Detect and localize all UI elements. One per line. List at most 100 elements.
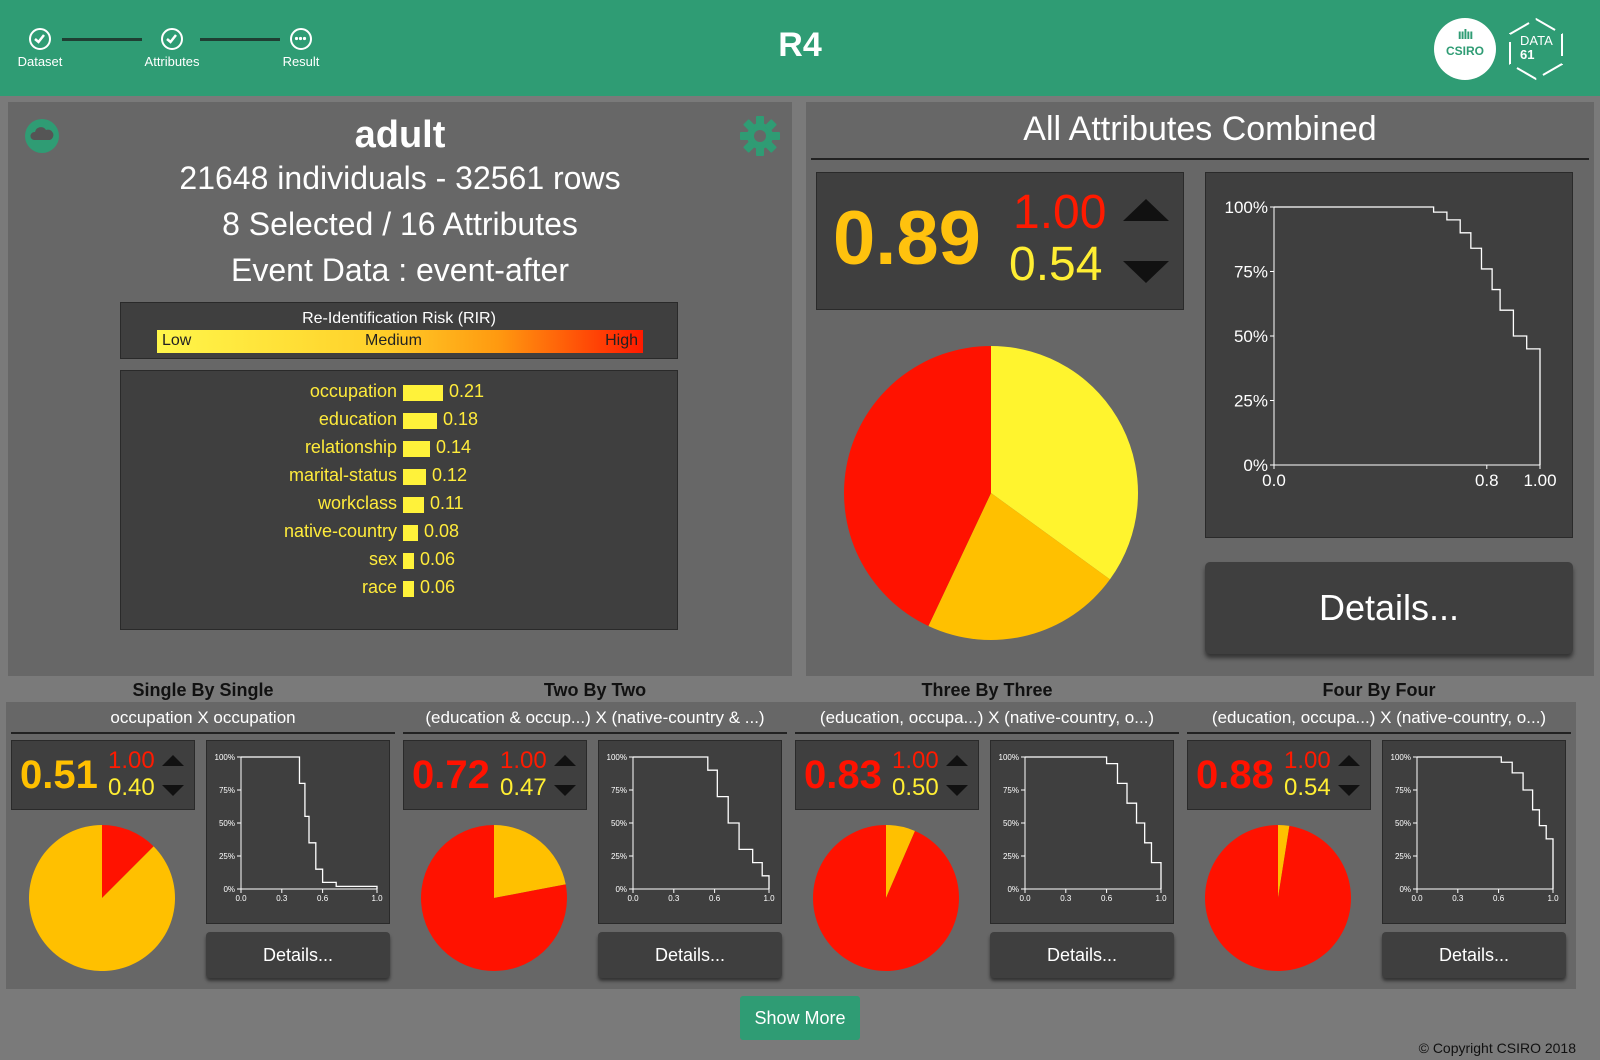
- attribute-row: marital-status 0.12: [121, 465, 679, 489]
- y-tick-label: 100%: [1225, 198, 1268, 217]
- group-details-button[interactable]: Details...: [990, 932, 1174, 978]
- y-tick-label: 50%: [611, 819, 627, 828]
- attribute-row: sex 0.06: [121, 549, 679, 573]
- rir-title: Re-Identification Risk (RIR): [302, 310, 496, 327]
- y-tick-label: 0%: [1243, 456, 1268, 475]
- cloud-upload-icon[interactable]: [24, 118, 60, 154]
- pie-slice-red: [1205, 825, 1351, 971]
- group-score: 0.51: [20, 753, 98, 797]
- combined-cdf-chart: 100% 75% 50% 25% 0%0.0 0.8 1.00: [1225, 198, 1557, 490]
- group-subtitle: (education & occup...) X (native-country…: [425, 708, 765, 727]
- x-tick-label: 0.0: [1262, 471, 1286, 490]
- csiro-logo: ıılıı CSIRO: [1434, 18, 1496, 80]
- attribute-risk-bar: [403, 469, 426, 485]
- group-title: Three By Three: [921, 680, 1053, 700]
- group-score: 0.72: [412, 753, 490, 797]
- rir-high-label: High: [605, 332, 638, 349]
- y-tick-label: 25%: [219, 852, 235, 861]
- rir-gradient-bar: Low Medium High: [157, 330, 643, 353]
- triangle-down-icon: [1123, 261, 1169, 283]
- group-pie-chart: [28, 825, 175, 971]
- pie-slice-orange: [28, 825, 175, 971]
- data61-logo-text-2: 61: [1520, 47, 1535, 62]
- group-cdf-box: 100% 75% 50% 25% 0% 0.0 0.3 0.6 1.0: [206, 740, 390, 924]
- group-score-high: 1.00: [1284, 747, 1331, 774]
- y-tick-label: 75%: [1234, 262, 1268, 281]
- triangle-down-icon: [162, 785, 184, 796]
- y-tick-label: 0%: [223, 885, 235, 894]
- combined-score-high: 1.00: [1013, 186, 1107, 239]
- y-tick-label: 75%: [611, 786, 627, 795]
- step-connector: [62, 38, 142, 41]
- group-title: Two By Two: [543, 680, 647, 700]
- dataset-selection: 8 Selected / 16 Attributes: [222, 206, 578, 242]
- attribute-risk-value: 0.12: [432, 465, 468, 485]
- x-tick-label: 0.8: [1475, 471, 1499, 490]
- dataset-summary: 21648 individuals - 32561 rows: [179, 160, 621, 196]
- step-label: Attributes: [144, 54, 200, 69]
- y-tick-label: 75%: [1003, 786, 1019, 795]
- x-tick-label: 0.6: [1101, 894, 1113, 903]
- x-tick-label: 1.0: [763, 894, 775, 903]
- combined-details-button[interactable]: Details...: [1205, 562, 1573, 654]
- data61-logo-text-1: DATA: [1520, 33, 1553, 48]
- logo-bars-icon: ıılıı: [1457, 26, 1473, 42]
- group-details-button[interactable]: Details...: [598, 932, 782, 978]
- attribute-risk-value: 0.14: [436, 437, 472, 457]
- divider: [11, 732, 395, 734]
- triangle-up-icon: [946, 755, 968, 766]
- step-result[interactable]: Result: [261, 28, 341, 69]
- app-title: R4: [778, 26, 822, 64]
- group-cdf-box: 100% 75% 50% 25% 0% 0.0 0.3 0.6 1.0: [990, 740, 1174, 924]
- group-cdf-box: 100% 75% 50% 25% 0% 0.0 0.3 0.6 1.0: [1382, 740, 1566, 924]
- x-tick-label: 0.0: [235, 894, 247, 903]
- step-dataset[interactable]: Dataset: [0, 28, 80, 69]
- divider: [795, 732, 1179, 734]
- step-attributes[interactable]: Attributes: [132, 28, 212, 69]
- show-more-button[interactable]: Show More: [740, 996, 860, 1040]
- cdf-line: [633, 756, 770, 889]
- attribute-name: marital-status: [288, 465, 397, 485]
- y-tick-label: 25%: [1234, 391, 1268, 410]
- attribute-row: workclass 0.11: [121, 493, 679, 517]
- group-pie-chart: [1205, 825, 1351, 971]
- y-tick-label: 0%: [1399, 885, 1411, 894]
- attribute-risk-bar: [403, 497, 424, 513]
- group-score: 0.83: [804, 753, 882, 797]
- ellipsis-icon: [290, 28, 312, 50]
- attribute-row: education 0.18: [121, 409, 679, 433]
- y-tick-label: 25%: [1395, 852, 1411, 861]
- group-subtitle: (education, occupa...) X (native-country…: [819, 708, 1155, 727]
- group-score-box: 0.72 1.00 0.47: [403, 740, 587, 810]
- cdf-line: [1025, 756, 1162, 889]
- group-score-high: 1.00: [500, 747, 547, 774]
- rir-legend: Re-Identification Risk (RIR) Low Medium …: [120, 302, 678, 359]
- attribute-risk-value: 0.11: [430, 493, 464, 513]
- group-details-button[interactable]: Details...: [206, 932, 390, 978]
- triangle-down-icon: [946, 785, 968, 796]
- group-pie-chart: [421, 825, 567, 971]
- y-tick-label: 75%: [219, 786, 235, 795]
- attribute-risk-bar: [403, 525, 418, 541]
- x-tick-label: 0.3: [276, 894, 288, 903]
- triangle-down-icon: [1338, 785, 1360, 796]
- x-tick-label: 0.0: [1019, 894, 1031, 903]
- rir-low-label: Low: [162, 332, 192, 349]
- group-title: Single By Single: [132, 680, 274, 700]
- step-label: Dataset: [17, 54, 63, 69]
- x-tick-label: 0.3: [668, 894, 680, 903]
- group-cdf-chart: 100% 75% 50% 25% 0%0.0 0.3 0.6 1.0: [607, 753, 776, 903]
- copyright: © Copyright CSIRO 2018: [1418, 1040, 1576, 1056]
- group-details-button[interactable]: Details...: [1382, 932, 1566, 978]
- check-icon: [29, 28, 51, 50]
- attribute-risk-value: 0.18: [443, 409, 479, 429]
- attribute-risk-value: 0.08: [424, 521, 460, 541]
- hexagon-icon: [1509, 17, 1563, 81]
- app-header: Dataset Attributes Result R4 ıılıı CSIRO…: [0, 0, 1600, 96]
- attribute-row: native-country 0.08: [121, 521, 679, 545]
- x-tick-label: 0.6: [1493, 894, 1505, 903]
- attribute-name: education: [318, 409, 397, 429]
- attribute-name: native-country: [283, 521, 397, 541]
- gear-icon[interactable]: [738, 114, 782, 158]
- combined-title: All Attributes Combined: [1023, 110, 1377, 148]
